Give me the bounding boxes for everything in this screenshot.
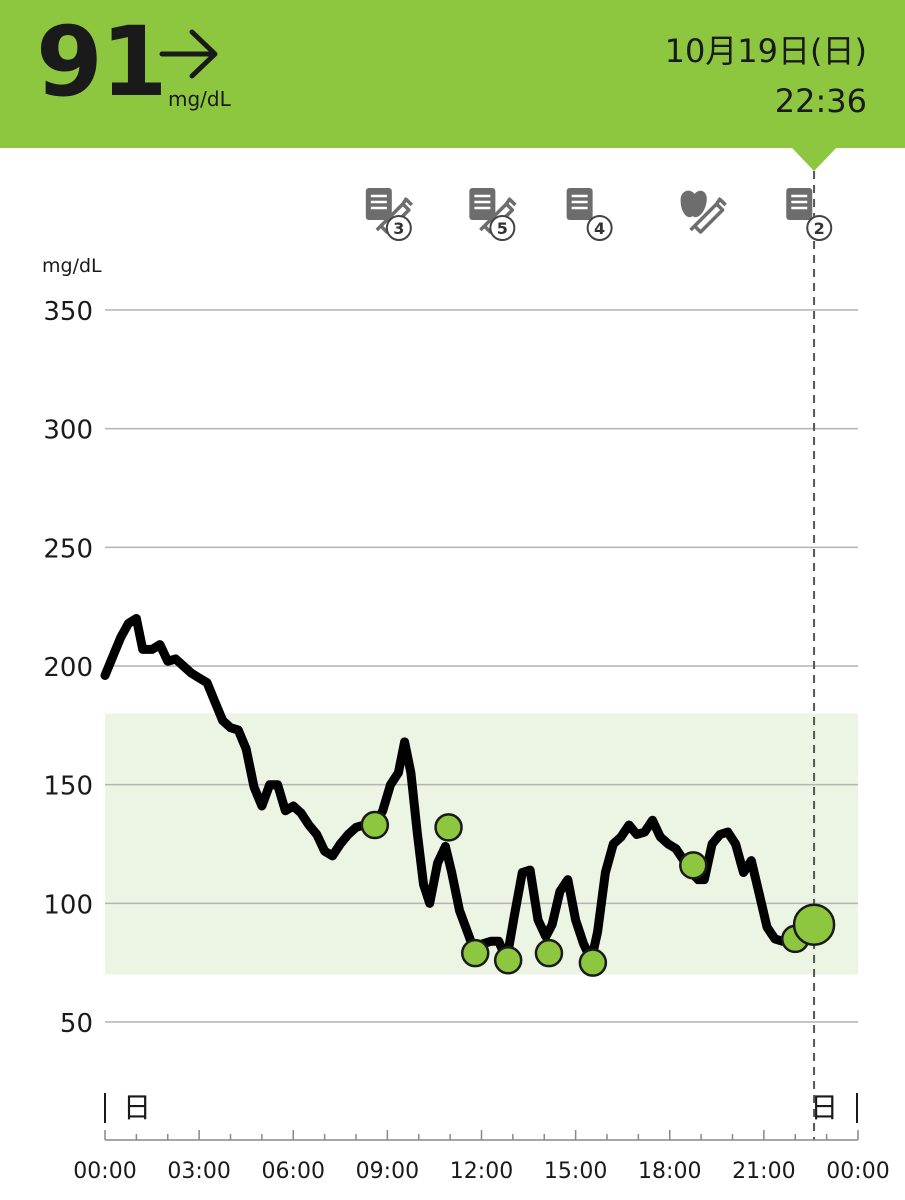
x-tick-label: 03:00 bbox=[167, 1159, 230, 1184]
glucose-unit: mg/dL bbox=[168, 87, 231, 111]
reading-point[interactable] bbox=[460, 938, 490, 968]
food-insulin-icon[interactable] bbox=[680, 190, 727, 234]
x-tick-label: 06:00 bbox=[262, 1159, 325, 1184]
reading-point[interactable] bbox=[534, 938, 564, 968]
x-tick-label: 18:00 bbox=[638, 1159, 701, 1184]
reading-point[interactable] bbox=[493, 946, 523, 975]
y-tick-label: 300 bbox=[43, 416, 93, 446]
x-tick-label: 12:00 bbox=[450, 1159, 513, 1184]
note-icon[interactable]: 2 bbox=[786, 188, 833, 241]
reading-point[interactable] bbox=[434, 813, 463, 842]
reading-point[interactable] bbox=[360, 810, 390, 840]
y-tick-label: 100 bbox=[43, 890, 93, 920]
reading-time: 22:36 bbox=[774, 82, 867, 120]
target-range-band bbox=[105, 713, 858, 975]
event-badge-count: 2 bbox=[814, 219, 825, 238]
x-tick-label: 21:00 bbox=[732, 1159, 795, 1184]
reading-point[interactable] bbox=[679, 851, 708, 880]
x-tick-label: 00:00 bbox=[826, 1159, 889, 1184]
current-reading-point[interactable] bbox=[792, 903, 836, 946]
note-insulin-icon[interactable]: 5 bbox=[469, 188, 517, 241]
reading-point[interactable] bbox=[578, 948, 608, 977]
x-tick-label: 00:00 bbox=[73, 1159, 136, 1184]
note-insulin-icon[interactable]: 3 bbox=[365, 188, 414, 241]
event-badge-count: 4 bbox=[594, 219, 605, 238]
current-time-pointer bbox=[791, 147, 838, 171]
day-marker-label: 日 bbox=[123, 1091, 151, 1124]
y-tick-label: 350 bbox=[43, 297, 93, 327]
x-tick-label: 15:00 bbox=[544, 1159, 607, 1184]
note-icon[interactable]: 4 bbox=[566, 188, 613, 241]
x-tick-label: 09:00 bbox=[356, 1159, 419, 1184]
y-tick-label: 250 bbox=[43, 534, 93, 564]
y-tick-label: 50 bbox=[60, 1009, 93, 1039]
y-tick-label: 150 bbox=[43, 772, 93, 802]
y-axis-label: mg/dL bbox=[42, 255, 102, 277]
y-tick-label: 200 bbox=[43, 653, 93, 683]
event-badge-count: 3 bbox=[393, 219, 404, 238]
day-marker-label: 日 bbox=[810, 1091, 838, 1124]
reading-date: 10月19日(日) bbox=[664, 32, 867, 70]
reading-header: 91 mg/dL 10月19日(日) 22:36 bbox=[0, 0, 905, 148]
glucose-value: 91 bbox=[36, 6, 168, 118]
arrow-right-icon bbox=[159, 29, 218, 79]
event-badge-count: 5 bbox=[497, 219, 508, 238]
